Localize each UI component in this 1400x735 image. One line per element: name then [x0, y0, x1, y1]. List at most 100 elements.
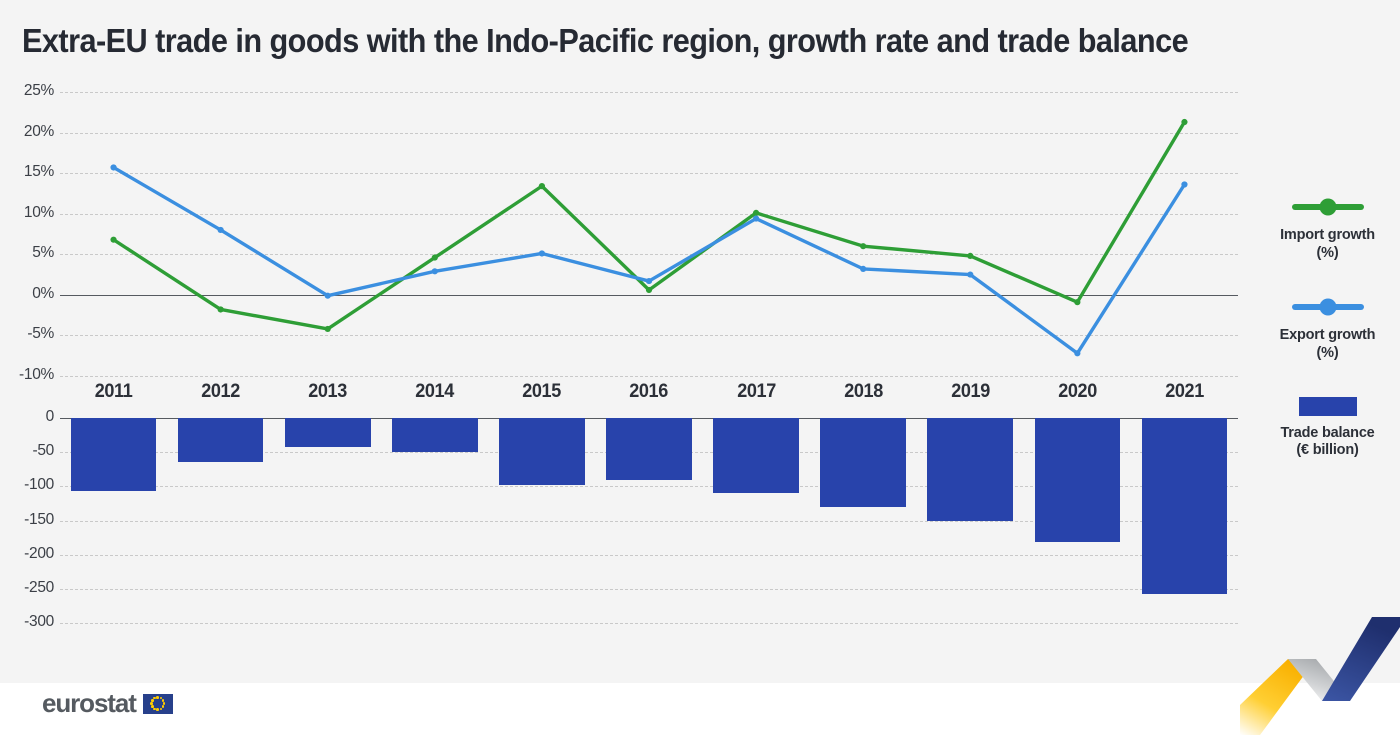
data-point	[645, 277, 653, 285]
data-point	[752, 209, 760, 217]
trade-balance-bar	[606, 418, 692, 480]
data-point	[860, 265, 867, 272]
data-point	[431, 268, 438, 275]
y-axis-tick-label: 15%	[23, 163, 54, 181]
trade-balance-bar	[499, 418, 585, 485]
data-point	[967, 252, 974, 260]
gridline--200	[60, 554, 1238, 556]
y-axis-tick-label: -200	[24, 544, 54, 562]
series-line-export-growth	[111, 165, 1187, 355]
data-point	[110, 164, 117, 171]
growth-rate-panel: 25% 20% 15% 10% 5% 0% -5% -10%	[19, 82, 1238, 383]
trade-balance-bar	[177, 418, 264, 463]
data-point	[217, 306, 224, 313]
eu-star-icon	[161, 699, 165, 702]
eu-star-icon	[159, 707, 163, 711]
year-label-2015: 2015	[522, 381, 562, 402]
gridline--250	[60, 588, 1238, 590]
eu-star-icon	[156, 708, 160, 711]
year-label-2016: 2016	[629, 381, 669, 402]
data-point	[324, 292, 331, 299]
legend-label: Trade balance (€ billion)	[1280, 424, 1375, 459]
legend-item-trade-balance[interactable]: Trade balance (€ billion)	[1255, 396, 1400, 460]
trade-balance-bar	[70, 418, 157, 492]
data-point	[1181, 181, 1188, 188]
eu-star-icon	[151, 705, 154, 708]
y-axis-tick-label: -50	[32, 442, 54, 460]
eu-star-icon	[153, 696, 156, 700]
year-label-2012: 2012	[201, 381, 240, 402]
y-axis-tick-label: -10%	[19, 366, 54, 383]
legend-item-export-growth[interactable]: Export growth (%)	[1255, 296, 1400, 362]
gridline-0%	[60, 294, 1238, 296]
trade-balance-panel: 0 -50 -100 -150 -200 -250 -300	[24, 408, 1238, 630]
data-point	[217, 226, 224, 234]
eu-star-icon	[161, 705, 165, 708]
eu-star-icon	[153, 707, 156, 711]
year-label-2021: 2021	[1165, 381, 1204, 402]
gridline--300	[60, 623, 1238, 624]
gridline--100	[60, 486, 1238, 488]
data-point	[1074, 299, 1081, 306]
decorative-zigzag-graphic	[1240, 617, 1400, 735]
trade-balance-bar	[1141, 418, 1228, 595]
data-point	[324, 325, 331, 333]
y-axis-tick-label: -150	[24, 510, 54, 528]
eu-star-icon	[159, 696, 163, 700]
gridline-15%	[60, 173, 1238, 175]
y-axis-tick-label: 0%	[32, 284, 54, 302]
y-axis-tick-label: 5%	[32, 244, 54, 262]
year-label-2019: 2019	[950, 381, 990, 402]
trade-balance-bar	[927, 418, 1014, 521]
legend-label: Export growth (%)	[1279, 327, 1376, 362]
legend-label: Import growth (%)	[1280, 227, 1375, 261]
year-label-2014: 2014	[415, 381, 455, 402]
data-point	[431, 254, 438, 261]
data-point	[752, 215, 760, 222]
y-axis-tick-label: -300	[24, 613, 54, 630]
y-axis-tick-label: -100	[24, 476, 54, 494]
year-label-2013: 2013	[308, 381, 348, 402]
growth-lines-svg	[110, 118, 1188, 357]
legend-swatch-icon	[1298, 396, 1357, 416]
footer-band	[0, 683, 1400, 735]
y-axis-tick-label: -250	[24, 578, 54, 596]
gridline-25%	[60, 92, 1238, 93]
trade-balance-bar	[1034, 418, 1121, 543]
data-point	[538, 250, 546, 257]
gridline-20%	[60, 132, 1238, 134]
year-axis: 2011 2012 2013 2014 2015 2016 2017 2018 2019 2020…	[60, 381, 1238, 411]
eurostat-wordmark: eurostat	[42, 688, 137, 718]
eu-star-icon	[150, 702, 153, 705]
y-axis-tick-label: -5%	[27, 325, 54, 343]
year-label-2018: 2018	[843, 381, 883, 402]
eurostat-logo: eurostat	[42, 688, 173, 719]
gridline--10%	[60, 376, 1238, 377]
gridline-5%	[60, 254, 1238, 256]
data-point	[1181, 118, 1188, 126]
data-point	[1074, 350, 1081, 357]
zigzag-svg	[1240, 617, 1400, 735]
gridline--150	[60, 520, 1238, 522]
eu-flag-icon	[142, 693, 173, 714]
y-axis-tick-label: 20%	[23, 122, 54, 140]
trade-balance-bar	[820, 418, 907, 507]
series-line-import-growth	[111, 120, 1187, 331]
gridline--5%	[60, 335, 1238, 337]
trade-balance-bar	[284, 418, 371, 447]
y-axis-tick-label: 25%	[23, 82, 54, 99]
legend-item-import-growth[interactable]: Import growth (%)	[1255, 196, 1400, 262]
y-axis-tick-label: 10%	[23, 203, 54, 221]
eu-star-icon	[162, 702, 166, 705]
legend-line-marker-icon	[1255, 296, 1400, 318]
data-point	[538, 183, 546, 190]
trade-balance-bar	[391, 418, 478, 453]
data-point	[860, 243, 867, 250]
chart-legend: Import growth (%) Export growth (%) Trade ba…	[1255, 196, 1400, 494]
page-title: Extra-EU trade in goods with the Indo-Pa…	[22, 22, 1189, 59]
data-point	[110, 236, 117, 243]
eu-star-icon	[156, 696, 160, 699]
legend-line-marker-icon	[1255, 196, 1400, 218]
year-label-2011: 2011	[94, 381, 133, 402]
